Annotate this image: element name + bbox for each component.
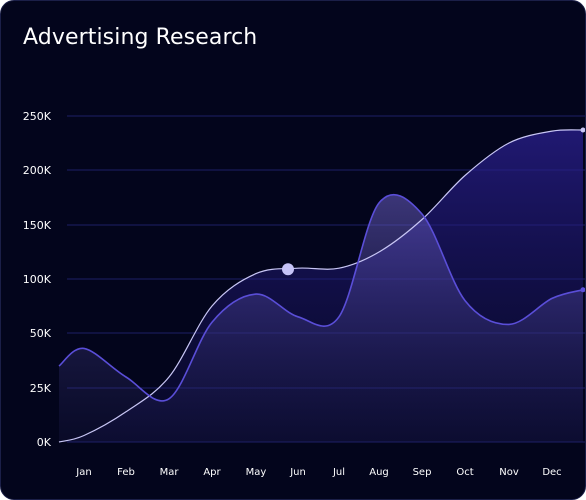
points <box>282 127 585 293</box>
y-tick-label: 50K <box>30 327 52 340</box>
y-tick-label: 100K <box>23 273 52 286</box>
x-tick-label: Dec <box>542 467 561 478</box>
x-tick-label: Oct <box>456 467 473 478</box>
series-line-2 <box>58 129 584 443</box>
x-tick-label: Jan <box>75 467 91 478</box>
x-tick-label: Nov <box>499 467 519 478</box>
x-axis-ticks: Jan Feb Mar Apr May Jun Jul Aug Sep Oct Nov Dec <box>75 467 561 478</box>
series-area-1 <box>59 194 583 442</box>
chart-title: Advertising Research <box>23 25 258 50</box>
x-tick-label: Aug <box>369 467 389 478</box>
x-tick-label: May <box>246 467 267 478</box>
y-axis-ticks: 0K 25K 50K 100K 150K 200K 250K <box>23 110 52 449</box>
y-tick-label: 0K <box>37 436 52 449</box>
x-tick-label: Sep <box>413 467 432 478</box>
y-tick-label: 200K <box>23 164 52 177</box>
series-lines <box>58 129 584 443</box>
series-end-point <box>580 287 585 293</box>
highlight-point <box>282 263 294 276</box>
x-tick-label: Apr <box>203 467 221 478</box>
series-end-point <box>580 127 585 133</box>
y-tick-label: 150K <box>23 219 52 232</box>
y-tick-label: 250K <box>23 110 52 123</box>
series-areas <box>59 129 583 442</box>
y-tick-label: 25K <box>30 382 52 395</box>
x-tick-label: Jun <box>289 467 306 478</box>
x-tick-label: Mar <box>160 467 180 478</box>
x-tick-label: Feb <box>117 467 135 478</box>
series-line-1 <box>58 193 584 402</box>
x-tick-label: Jul <box>332 467 345 478</box>
